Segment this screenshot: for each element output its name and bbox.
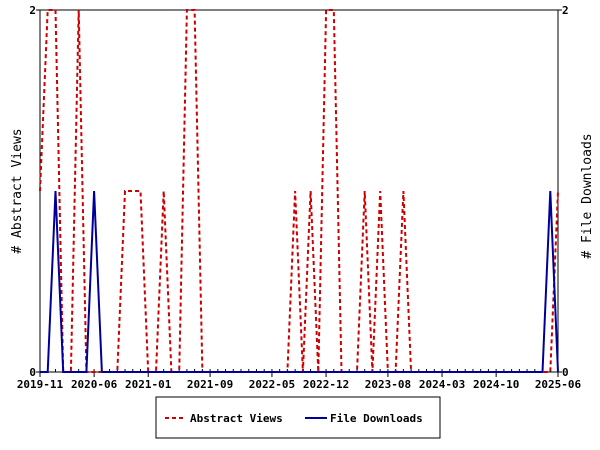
x-tick-label: 2024-03 — [419, 378, 465, 391]
x-tick-label: 2020-06 — [71, 378, 118, 391]
legend-box — [155, 396, 441, 439]
x-tick-label: 2019-11 — [17, 378, 64, 391]
left-y-tick-label: 0 — [29, 366, 36, 379]
x-axis-ticks: 2019-11 2020-06 2021-01 2021-09 2022-05 2022-… — [17, 369, 582, 391]
x-tick-label: 2022-05 — [249, 378, 295, 391]
series-line-abstract-views — [39, 9, 559, 373]
x-tick-label: 2022-12 — [303, 378, 349, 391]
x-tick-label: 2024-10 — [473, 378, 519, 391]
legend: Abstract Views File Downloads — [155, 396, 441, 439]
plot-frame — [39, 9, 559, 373]
right-axis-title: # File Downloads — [580, 133, 595, 258]
x-tick-label: 2021-01 — [125, 378, 172, 391]
x-tick-label: 2021-09 — [187, 378, 233, 391]
left-axis-title: # Abstract Views — [10, 128, 25, 253]
series-line-file-downloads — [40, 190, 559, 373]
right-y-tick-label: 0 — [562, 366, 569, 379]
legend-label-abstract-views: Abstract Views — [190, 412, 283, 425]
series-layer — [39, 9, 559, 373]
legend-label-file-downloads: File Downloads — [330, 412, 423, 425]
right-y-tick-label: 2 — [562, 4, 569, 17]
x-tick-label: 2025-06 — [535, 378, 582, 391]
x-tick-label: 2023-08 — [365, 378, 411, 391]
left-y-tick-label: 2 — [29, 4, 36, 17]
